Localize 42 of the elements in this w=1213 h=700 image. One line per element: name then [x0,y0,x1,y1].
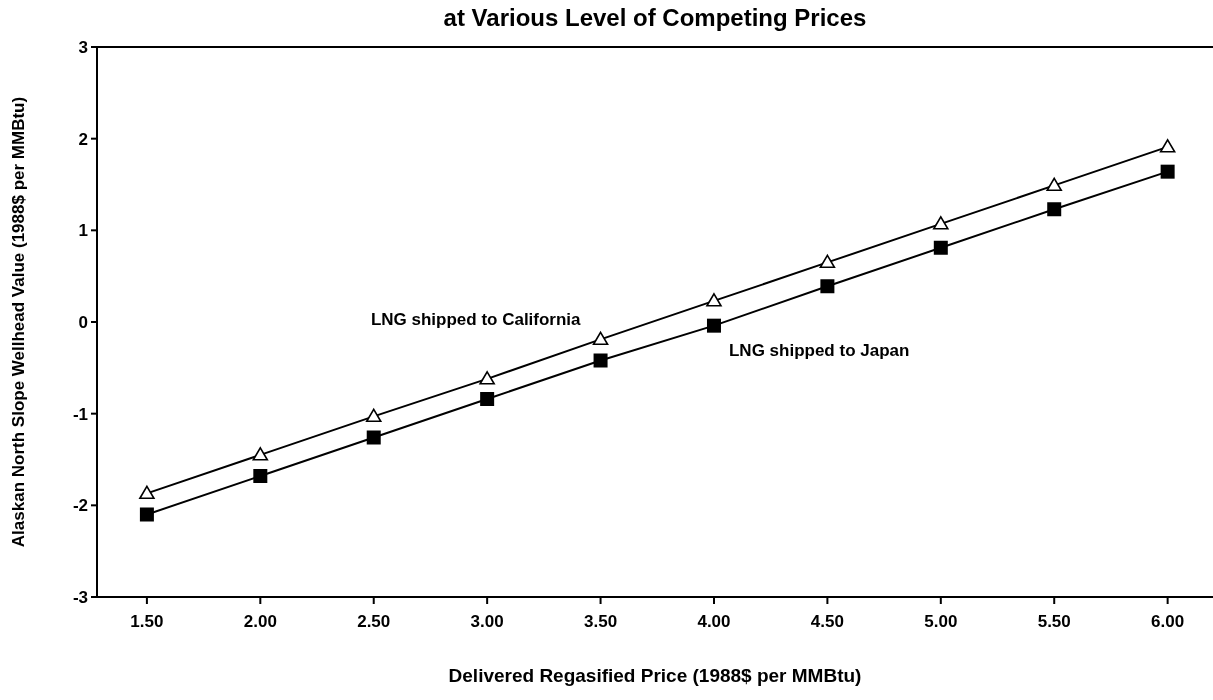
point [933,240,948,255]
y-tick-label: -2 [72,496,88,516]
x-tick-label: 4.50 [810,612,844,631]
series-label: LNG shipped to Japan [728,340,910,360]
point [480,392,495,406]
point [820,279,835,294]
x-tick-label: 2.50 [357,612,391,631]
x-tick-label: 3.50 [584,612,618,631]
x-tick-label: 1.50 [130,612,164,631]
point [1046,177,1063,192]
point [365,408,382,423]
x-tick-label: 6.00 [1151,612,1185,631]
y-tick-label: 1 [78,221,88,241]
point [252,447,269,461]
point [253,469,268,483]
x-axis-title: Delivered Regasified Price (1988$ per MMBtu) [448,665,862,686]
point [1160,164,1175,179]
y-tick-label: 3 [78,37,88,57]
point [139,507,154,522]
point [933,216,949,230]
x-tick-label: 4.00 [697,612,731,631]
point [366,430,381,445]
y-tick-label: -3 [72,587,88,607]
y-axis-title: Alaskan North Slope Wellhead Value (1988$ per MMBtu) [9,96,28,548]
point [479,371,495,385]
chart-title: at Various Level of Competing Prices [443,4,867,31]
y-tick-label: -1 [72,404,88,424]
point [819,254,836,269]
y-tick-label: 2 [78,129,88,149]
point [593,353,608,368]
x-tick-label: 2.00 [243,612,277,631]
series-label: LNG shipped to California [370,310,582,330]
point [1159,139,1176,153]
point [592,331,609,346]
point [1047,202,1062,217]
x-tick-label: 5.50 [1037,612,1071,631]
point [706,318,721,333]
y-tick-label: 0 [78,312,88,332]
x-tick-label: 3.00 [470,612,504,631]
x-tick-label: 5.00 [924,612,958,631]
point [139,485,155,500]
point [706,293,722,307]
